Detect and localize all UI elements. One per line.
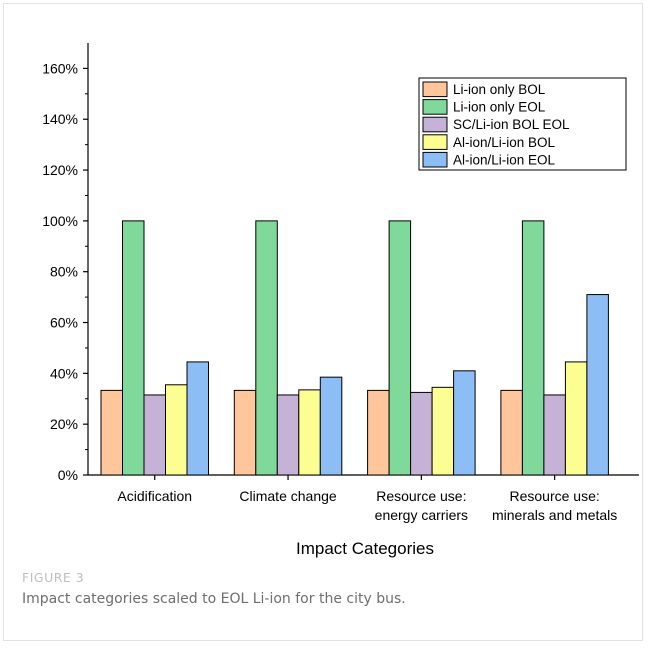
figure-caption: FIGURE 3 Impact categories scaled to EOL… <box>22 570 622 607</box>
bar-chart: 0% 20% 40% 60% 80% 100% 120% 140% 160% Acidifica… <box>42 43 639 558</box>
bar-1-cat-3 <box>367 389 390 476</box>
bar-1-cat-2 <box>233 389 257 476</box>
legend-label-1: Li-ion only BOL <box>453 82 546 97</box>
legend-swatch-1 <box>422 81 448 98</box>
bar-4-cat-4 <box>564 361 588 476</box>
bar-1-cat-1 <box>100 389 123 476</box>
legend-label-5: Al-ion/Li-ion EOL <box>453 152 556 167</box>
bar-2-cat-1 <box>122 220 145 476</box>
bar-2-cat-4 <box>521 220 545 476</box>
y-tick-label: 80% <box>50 264 78 280</box>
legend-box <box>418 77 627 171</box>
bar-4-cat-1 <box>165 384 188 476</box>
legend-label-2: Li-ion only EOL <box>453 100 546 115</box>
x-tick-label: Acidification <box>117 488 192 504</box>
bar-3-cat-1 <box>143 394 166 476</box>
bar-2-cat-2 <box>255 220 278 476</box>
legend-swatch-3 <box>422 116 448 133</box>
y-tick-label: 40% <box>50 365 78 381</box>
x-axis-title: Impact Categories <box>296 539 434 558</box>
bar-3-cat-2 <box>276 394 300 476</box>
x-tick-label: Resource use: <box>510 488 600 504</box>
bar-4-cat-2 <box>298 389 321 476</box>
bar-2-cat-3 <box>388 220 412 476</box>
x-tick-labels: Acidification Climate change Resource use:… <box>117 488 617 523</box>
y-tick-label: 20% <box>50 416 78 432</box>
bar-1-cat-4 <box>500 389 523 476</box>
y-tick-label: 60% <box>50 315 78 331</box>
legend-swatch-2 <box>422 99 448 115</box>
bar-5-cat-2 <box>319 376 343 476</box>
legend-swatch-4 <box>422 134 448 150</box>
bar-3-cat-3 <box>410 391 433 476</box>
bar-5-cat-4 <box>586 294 609 476</box>
y-tick-label: 120% <box>42 162 78 178</box>
legend: Li-ion only BOL Li-ion only EOL SC/Li-ion … <box>418 77 627 171</box>
bar-4-cat-3 <box>431 386 455 476</box>
y-tick-label: 140% <box>42 111 78 127</box>
x-tick-label: Climate change <box>239 488 336 504</box>
bar-3-cat-4 <box>543 394 566 476</box>
x-tick-label: minerals and metals <box>492 507 617 523</box>
x-tick-label: energy carriers <box>375 507 468 523</box>
y-tick-label: 100% <box>42 213 78 229</box>
legend-label-3: SC/Li-ion BOL EOL <box>453 117 570 132</box>
y-tick-label: 160% <box>42 60 78 76</box>
x-tick-label: Resource use: <box>376 488 466 504</box>
bar-5-cat-3 <box>453 370 476 476</box>
legend-swatch-5 <box>422 151 448 168</box>
figure-label: FIGURE 3 <box>22 570 85 585</box>
bar-5-cat-1 <box>186 361 209 476</box>
y-tick-label: 0% <box>58 467 78 483</box>
bars-layer <box>100 220 609 476</box>
legend-label-4: Al-ion/Li-ion BOL <box>453 135 556 150</box>
figure-caption-text: Impact categories scaled to EOL Li-ion f… <box>22 591 406 607</box>
